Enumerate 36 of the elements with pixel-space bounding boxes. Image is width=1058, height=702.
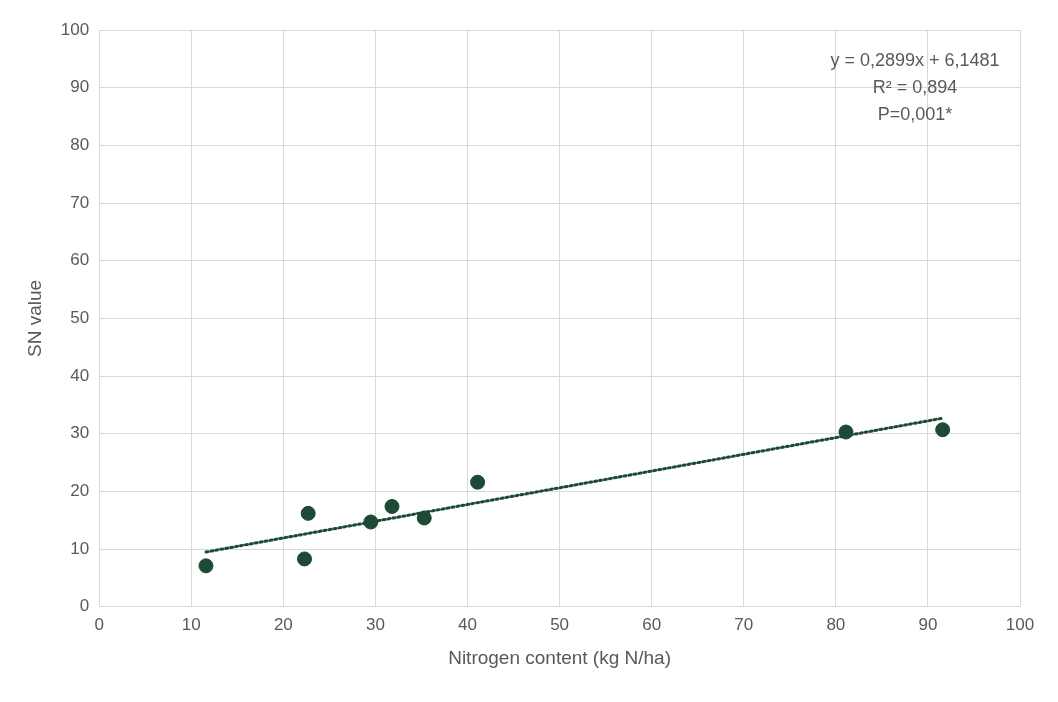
x-tick-label: 30 bbox=[365, 614, 385, 634]
x-tick-label: 90 bbox=[918, 614, 938, 634]
x-tick-label: 70 bbox=[734, 614, 754, 634]
point bbox=[838, 424, 854, 440]
annotation: y = 0,2899x + 6,1481 bbox=[830, 49, 1000, 70]
y-tick-label: 30 bbox=[70, 423, 90, 443]
y-axis-title: SN value bbox=[23, 279, 45, 357]
y-tick-label: 50 bbox=[70, 308, 90, 328]
y-tick-label: 90 bbox=[70, 77, 90, 97]
y-tick-label: 10 bbox=[70, 538, 90, 558]
y-tick-label: 80 bbox=[70, 135, 90, 155]
y-tick-label: 100 bbox=[60, 19, 90, 39]
x-tick-label: 20 bbox=[273, 614, 293, 634]
point bbox=[384, 498, 400, 514]
x-tick-label: 60 bbox=[642, 614, 662, 634]
y-tick-label: 70 bbox=[70, 192, 90, 212]
point bbox=[935, 422, 951, 438]
x-tick-label: 10 bbox=[181, 614, 201, 634]
annotation: P=0,001* bbox=[877, 103, 953, 124]
x-axis-title: Nitrogen content (kg N/ha) bbox=[448, 646, 671, 668]
point bbox=[300, 505, 316, 521]
y-tick-label: 40 bbox=[70, 365, 90, 385]
point bbox=[363, 514, 379, 530]
point bbox=[416, 510, 432, 526]
annotation: R² = 0,894 bbox=[872, 76, 958, 97]
point bbox=[470, 474, 486, 490]
x-tick-label: 50 bbox=[550, 614, 570, 634]
y-tick-label: 0 bbox=[79, 596, 90, 616]
point bbox=[198, 558, 214, 574]
x-tick-label: 0 bbox=[94, 614, 104, 634]
y-tick-label: 20 bbox=[70, 481, 90, 501]
point bbox=[297, 551, 313, 567]
x-tick-label: 80 bbox=[826, 614, 846, 634]
x-tick-label: 40 bbox=[458, 614, 477, 634]
y-tick-label: 60 bbox=[70, 250, 90, 270]
x-tick-label: 100 bbox=[1005, 614, 1035, 634]
